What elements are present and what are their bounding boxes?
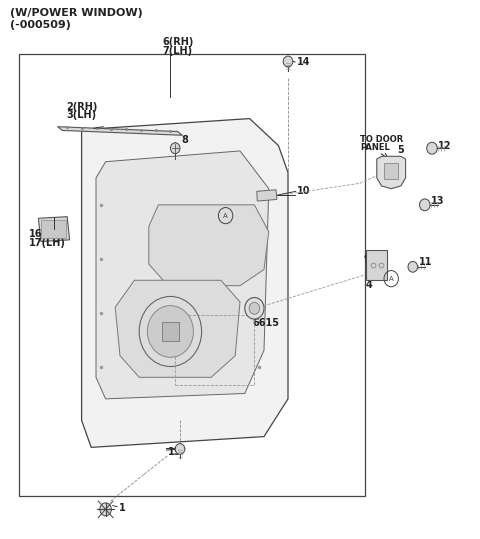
Circle shape [283,56,293,67]
Circle shape [139,296,202,367]
Text: 15: 15 [168,447,181,457]
Text: (W/POWER WINDOW): (W/POWER WINDOW) [10,8,143,18]
Text: 10: 10 [297,186,310,196]
Bar [384,163,398,179]
Text: 2(RH): 2(RH) [66,102,97,112]
Text: (-000509): (-000509) [10,20,71,30]
Polygon shape [96,151,269,399]
Circle shape [408,261,418,272]
Polygon shape [377,156,406,189]
Bar [41,220,66,238]
Text: 1: 1 [119,503,126,513]
Text: 4: 4 [366,280,372,289]
Bar [366,250,387,280]
Circle shape [175,444,185,454]
Bar [175,315,254,385]
Text: PANEL: PANEL [360,143,390,152]
Text: TO DOOR: TO DOOR [360,135,403,144]
Polygon shape [58,127,182,135]
Polygon shape [149,205,269,286]
Text: A: A [223,212,228,219]
Text: 11: 11 [419,258,432,267]
Circle shape [249,302,260,314]
Text: 7(LH): 7(LH) [162,46,192,56]
Circle shape [427,142,437,154]
Text: 5: 5 [397,145,404,155]
Polygon shape [38,217,70,241]
Circle shape [420,199,430,211]
Text: 14: 14 [297,57,310,67]
Text: 9: 9 [364,254,371,264]
Polygon shape [257,190,277,201]
Polygon shape [82,119,288,447]
Text: A: A [389,275,394,282]
Text: 13: 13 [431,196,444,205]
Bar [162,322,179,341]
Text: 8: 8 [181,135,188,145]
Text: 6(RH): 6(RH) [162,37,193,47]
Text: 12: 12 [438,141,452,150]
Bar [19,54,365,496]
Circle shape [147,306,193,357]
Text: 17(LH): 17(LH) [29,238,66,248]
Text: 6615: 6615 [252,319,279,328]
Circle shape [245,298,264,319]
Polygon shape [115,280,240,377]
Circle shape [170,143,180,154]
Text: 16(RH): 16(RH) [29,230,67,239]
Circle shape [100,503,111,516]
Text: 3(LH): 3(LH) [66,110,96,120]
